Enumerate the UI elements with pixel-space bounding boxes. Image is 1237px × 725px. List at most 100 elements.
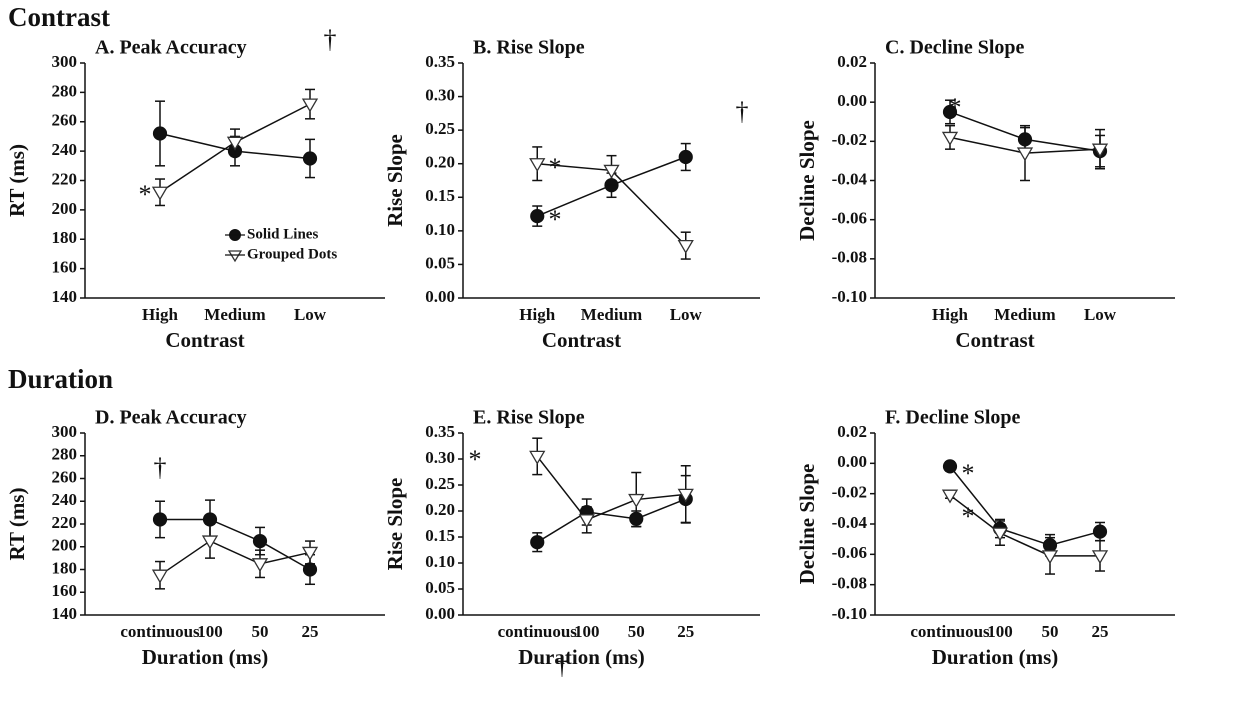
y-tick-label: 0.10 [425, 552, 455, 571]
x-axis-label: Duration (ms) [142, 645, 269, 669]
x-tick-label: High [142, 305, 178, 324]
y-tick-label: 220 [52, 169, 78, 188]
point [302, 151, 318, 166]
annotation: * [949, 93, 962, 122]
legend-label: Grouped Dots [247, 246, 337, 262]
point [201, 535, 219, 550]
x-axis-label: Contrast [955, 328, 1034, 352]
y-tick-label: 240 [52, 140, 78, 159]
series-line [536, 455, 686, 521]
series-line [949, 494, 1100, 557]
x-tick-label: High [932, 305, 968, 324]
y-tick-label: 180 [52, 558, 78, 577]
y-tick-label: 280 [52, 445, 78, 464]
point [301, 98, 319, 113]
x-tick-label: 100 [197, 622, 223, 641]
y-tick-label: 0.00 [837, 91, 867, 110]
legend-label: Solid Lines [247, 226, 318, 242]
x-tick-label: continuous [910, 622, 990, 641]
point [1091, 550, 1109, 565]
section-title: Contrast [8, 2, 110, 32]
chart-title: A. Peak Accuracy [95, 37, 247, 59]
x-tick-label: 25 [1092, 622, 1109, 641]
point [677, 239, 694, 254]
point [530, 208, 545, 224]
y-tick-label: 0.30 [425, 85, 455, 104]
point [1041, 550, 1059, 565]
x-tick-label: Low [294, 305, 327, 324]
y-tick-label: 0.35 [425, 422, 455, 441]
point [578, 514, 595, 529]
point [603, 164, 620, 179]
y-tick-label: 180 [52, 228, 78, 247]
x-axis-label: Duration (ms) [518, 645, 645, 669]
x-tick-label: High [519, 305, 555, 324]
y-tick-label: 160 [52, 258, 78, 277]
y-tick-label: 0.02 [837, 52, 867, 71]
y-tick-label: 0.25 [425, 474, 455, 493]
point [628, 493, 645, 508]
x-tick-label: 25 [677, 622, 694, 641]
y-tick-label: 0.10 [425, 220, 455, 239]
y-tick-label: -0.08 [832, 574, 867, 593]
chart-title: B. Rise Slope [473, 37, 585, 59]
point [678, 149, 693, 165]
y-axis-label: RT (ms) [5, 144, 29, 217]
y-tick-label: 240 [52, 490, 78, 509]
point [152, 126, 168, 141]
x-tick-label: 50 [1042, 622, 1059, 641]
y-axis-label: Rise Slope [383, 478, 407, 571]
point [226, 136, 244, 151]
y-tick-label: -0.04 [832, 513, 868, 532]
y-axis-label: Decline Slope [795, 464, 819, 585]
y-tick-label: 0.00 [837, 452, 867, 471]
y-tick-label: 0.25 [425, 119, 455, 138]
point [302, 562, 318, 577]
x-tick-label: Medium [581, 305, 642, 324]
point [941, 131, 959, 146]
y-tick-label: -0.10 [832, 287, 867, 306]
chart-title: D. Peak Accuracy [95, 407, 247, 429]
y-tick-label: 200 [52, 199, 78, 218]
point [942, 459, 958, 474]
series-line [949, 465, 1101, 547]
y-tick-label: 0.05 [425, 578, 455, 597]
y-tick-label: 220 [52, 513, 78, 532]
y-tick-label: 0.15 [425, 526, 455, 545]
y-tick-label: 160 [52, 581, 78, 600]
y-tick-label: 0.05 [425, 253, 455, 272]
y-tick-label: -0.06 [832, 209, 867, 228]
point [1091, 143, 1109, 158]
y-axis-label: RT (ms) [5, 488, 29, 561]
annotation: † [556, 651, 569, 680]
y-tick-label: -0.04 [832, 169, 868, 188]
point [1092, 524, 1108, 539]
y-tick-label: -0.10 [832, 604, 867, 623]
point [942, 104, 958, 120]
y-tick-label: 0.00 [425, 604, 455, 623]
legend-marker [227, 250, 243, 263]
y-tick-label: -0.02 [832, 130, 867, 149]
y-tick-label: -0.08 [832, 248, 867, 267]
point [151, 569, 169, 584]
x-tick-label: Low [670, 305, 703, 324]
x-tick-label: 100 [987, 622, 1013, 641]
point [252, 533, 268, 549]
x-tick-label: 25 [302, 622, 319, 641]
annotation: * [139, 180, 152, 209]
series-line [160, 518, 311, 571]
annotation: * [549, 153, 562, 182]
point [941, 489, 959, 504]
annotation: † [324, 25, 337, 54]
x-tick-label: Low [1084, 305, 1117, 324]
x-tick-label: Medium [994, 305, 1055, 324]
y-axis-label: Decline Slope [795, 120, 819, 241]
y-tick-label: 300 [52, 52, 78, 71]
x-tick-label: continuous [498, 622, 578, 641]
point [530, 535, 545, 550]
annotation: * [962, 502, 975, 531]
x-tick-label: Medium [204, 305, 265, 324]
y-tick-label: 140 [52, 604, 78, 623]
y-tick-label: 0.02 [837, 422, 867, 441]
